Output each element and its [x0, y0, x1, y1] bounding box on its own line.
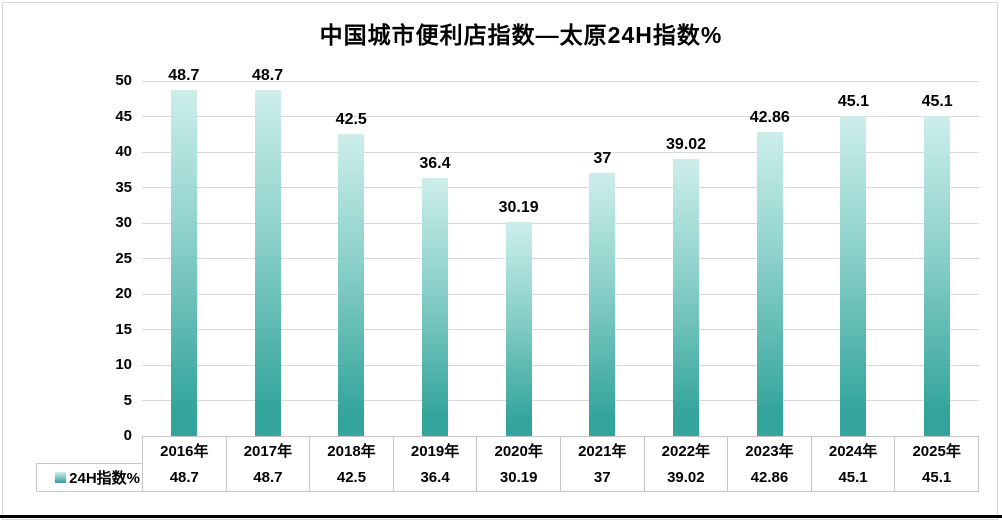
- y-tick-label-15: 15: [115, 320, 132, 338]
- chart-title: 中国城市便利店指数—太原24H指数%: [319, 22, 723, 48]
- year-header-2020: 2020年: [477, 436, 561, 464]
- bottom-rule: [0, 515, 1002, 518]
- bar-value-label-2025年: 45.1: [921, 92, 953, 110]
- gridline-10: [142, 364, 979, 366]
- bar-value-label-2016年: 48.7: [168, 67, 200, 85]
- data-table-value-row: 24H指数% 48.7 48.7 42.5 36.4 30.19 37 39.02 42.86…: [36, 463, 979, 492]
- value-cell-2023: 42.86: [728, 463, 812, 492]
- y-tick-label-10: 10: [115, 356, 132, 373]
- series-color-swatch-icon: [55, 472, 67, 483]
- value-cell-2024: 45.1: [811, 463, 896, 492]
- year-header-2016: 2016年: [143, 436, 227, 464]
- bar-value-label-2019年: 36.4: [419, 154, 451, 172]
- y-tick-label-35: 35: [115, 178, 132, 196]
- value-cell-2021: 37: [560, 463, 645, 492]
- value-cell-2016: 48.7: [143, 463, 227, 492]
- gridline-50: [142, 80, 979, 82]
- plot-area: [142, 80, 979, 437]
- bar-2021年: [589, 173, 616, 436]
- year-header-2023: 2023年: [728, 436, 812, 464]
- gridline-30: [142, 222, 979, 224]
- bar-2018年: [338, 134, 365, 436]
- year-header-2022: 2022年: [644, 436, 729, 464]
- y-tick-label-25: 25: [115, 249, 132, 267]
- bar-value-label-2023年: 42.86: [749, 108, 790, 126]
- bar-2022年: [673, 158, 700, 436]
- data-table-header-row: 2016年 2017年 2018年 2019年 2020年 2021年 2022年 2023年…: [142, 436, 979, 464]
- gridline-15: [142, 329, 979, 330]
- bar-2016年: [170, 90, 197, 436]
- bar-value-label-2022年: 39.02: [666, 135, 707, 153]
- year-header-2019: 2019年: [393, 436, 478, 464]
- year-header-2018: 2018年: [310, 436, 394, 464]
- legend-label: 24H指数%: [69, 470, 140, 487]
- bar-value-label-2018年: 42.5: [335, 111, 367, 129]
- year-header-2024: 2024年: [811, 436, 896, 464]
- y-tick-label-50: 50: [115, 72, 132, 89]
- bar-2019年: [421, 177, 448, 436]
- bar-2017年: [254, 90, 281, 436]
- y-tick-label-20: 20: [115, 285, 132, 302]
- gridline-25: [142, 258, 979, 259]
- gridline-5: [142, 400, 979, 401]
- bar-value-label-2024年: 45.1: [837, 92, 869, 110]
- gridline-35: [142, 187, 979, 188]
- gridline-20: [142, 293, 979, 295]
- gridline-40: [142, 151, 979, 153]
- bar-2020年: [505, 221, 532, 436]
- y-tick-label-5: 5: [123, 391, 132, 409]
- y-tick-label-30: 30: [115, 214, 132, 231]
- value-cell-2018: 42.5: [310, 463, 394, 492]
- bar-value-label-2020年: 30.19: [498, 198, 539, 216]
- legend-cell: 24H指数%: [37, 463, 143, 492]
- bar-2025年: [924, 115, 951, 436]
- y-tick-label-0: 0: [123, 427, 132, 444]
- year-header-2017: 2017年: [226, 436, 311, 464]
- value-cell-2017: 48.7: [226, 463, 311, 492]
- value-cell-2020: 30.19: [477, 463, 561, 492]
- year-header-2021: 2021年: [560, 436, 645, 464]
- bar-value-label-2021年: 37: [593, 150, 612, 168]
- value-cell-2025: 45.1: [895, 463, 979, 492]
- value-cell-2022: 39.02: [644, 463, 729, 492]
- gridline-45: [142, 116, 979, 117]
- y-tick-label-40: 40: [115, 143, 132, 160]
- bar-2023年: [756, 131, 783, 436]
- bar-value-label-2017年: 48.7: [251, 67, 284, 85]
- y-tick-label-45: 45: [115, 107, 132, 125]
- bar-2024年: [840, 115, 867, 436]
- year-header-2025: 2025年: [895, 436, 979, 464]
- value-cell-2019: 36.4: [393, 463, 478, 492]
